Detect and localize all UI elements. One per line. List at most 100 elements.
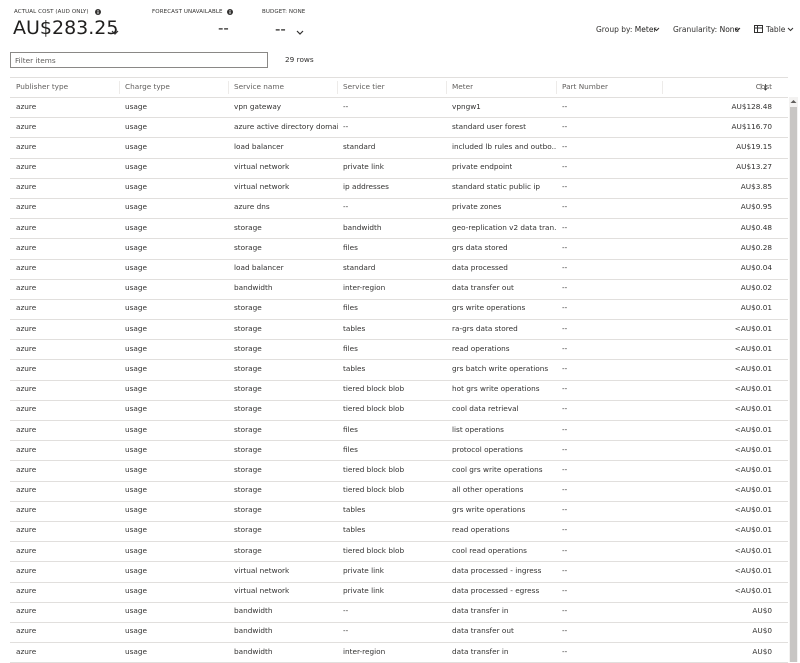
table-cell: private link	[343, 586, 385, 596]
chevron[interactable]	[296, 30, 304, 35]
column-header[interactable]: Publisher type	[16, 82, 69, 91]
table-cell: usage	[125, 101, 148, 111]
chevron[interactable]	[111, 30, 119, 35]
table-cell: azure	[16, 646, 37, 656]
table-cell: tables	[343, 505, 366, 515]
table-cell: storage	[234, 485, 262, 495]
table-cell: data processed - egress	[452, 586, 540, 596]
filter-placeholder: Filter items	[15, 56, 56, 65]
table-cell: AU$0.95	[740, 202, 772, 212]
column-header[interactable]: Service tier	[343, 82, 385, 91]
table-cell: --	[562, 121, 568, 131]
table-cell: <AU$0.01	[734, 384, 772, 394]
scroll-up-arrow[interactable]	[790, 99, 797, 104]
chevron[interactable]	[734, 27, 741, 32]
row-border	[10, 359, 788, 360]
table-cell: AU$116.70	[731, 121, 772, 131]
view-dropdown[interactable]: Table	[766, 25, 786, 34]
table-cell: azure	[16, 363, 37, 373]
table-cell: --	[562, 404, 568, 414]
column-header[interactable]: Cost	[755, 82, 772, 91]
column-header[interactable]: Part Number	[562, 82, 609, 91]
table-cell: AU$0	[752, 626, 772, 636]
row-border	[10, 279, 788, 280]
granularity-dropdown[interactable]: Granularity: None	[673, 25, 739, 34]
table-cell: --	[562, 242, 568, 252]
table-cell: usage	[125, 545, 148, 555]
table-cell: --	[343, 121, 349, 131]
column-separator	[228, 81, 229, 94]
table-cell: azure	[16, 343, 37, 353]
table-cell: --	[562, 545, 568, 555]
column-separator	[662, 81, 663, 94]
table-cell: bandwidth	[234, 646, 273, 656]
table-cell: azure	[16, 505, 37, 515]
row-border	[10, 319, 788, 320]
table-cell: azure	[16, 464, 37, 474]
row-border	[10, 158, 788, 159]
table-cell: azure	[16, 586, 37, 596]
row-border	[10, 400, 788, 401]
budget-value[interactable]: --	[275, 20, 286, 38]
table-cell: usage	[125, 283, 148, 293]
table-cell: --	[562, 565, 568, 575]
row-border	[10, 178, 788, 179]
table-cell: usage	[125, 464, 148, 474]
column-header[interactable]: Meter	[452, 82, 474, 91]
table-cell: usage	[125, 242, 148, 252]
column-header[interactable]: Service name	[234, 82, 284, 91]
table-cell: files	[343, 242, 358, 252]
table-cell: AU$19.15	[736, 141, 772, 151]
table-cell: --	[562, 162, 568, 172]
table-cell: --	[343, 606, 349, 616]
actual-cost-value[interactable]: AU$283.25	[13, 17, 119, 39]
table-cell: storage	[234, 384, 262, 394]
column-separator	[556, 81, 557, 94]
table-cell: tiered block blob	[343, 545, 405, 555]
row-border	[10, 642, 788, 643]
table-cell: --	[562, 606, 568, 616]
table-cell: usage	[125, 646, 148, 656]
table-cell: geo-replication v2 data tran...	[452, 222, 556, 232]
row-border	[10, 198, 788, 199]
table-cell: --	[562, 646, 568, 656]
table-cell: usage	[125, 384, 148, 394]
table-cell: usage	[125, 626, 148, 636]
row-border	[10, 440, 788, 441]
row-border	[10, 582, 788, 583]
info-icon[interactable]	[227, 9, 233, 15]
filter-input[interactable]: Filter items	[10, 52, 268, 68]
table-cell: --	[562, 303, 568, 313]
chevron[interactable]	[653, 27, 660, 32]
table-cell: AU$0	[752, 606, 772, 616]
table-cell: inter-region	[343, 283, 386, 293]
table-cell: usage	[125, 121, 148, 131]
table-cell: tiered block blob	[343, 404, 405, 414]
table-cell: private link	[343, 565, 385, 575]
group-by-dropdown[interactable]: Group by: Meter	[596, 25, 657, 34]
table-cell: <AU$0.01	[734, 323, 772, 333]
chevron[interactable]	[787, 27, 794, 32]
table-cell: <AU$0.01	[734, 363, 772, 373]
table-cell: azure	[16, 141, 37, 151]
table-cell: ra-grs data stored	[452, 323, 518, 333]
sort-icon[interactable]	[759, 83, 768, 91]
table-cell: <AU$0.01	[734, 444, 772, 454]
column-header[interactable]: Charge type	[125, 82, 170, 91]
info-icon[interactable]	[95, 9, 101, 15]
table-cell: usage	[125, 424, 148, 434]
table-cell: usage	[125, 606, 148, 616]
table-cell: usage	[125, 525, 148, 535]
table-cell: azure	[16, 202, 37, 212]
table-cell: --	[562, 424, 568, 434]
table-cell: azure	[16, 121, 37, 131]
table-cell: grs data stored	[452, 242, 508, 252]
table-cell: <AU$0.01	[734, 424, 772, 434]
table-cell: usage	[125, 263, 148, 273]
scrollbar-thumb[interactable]	[790, 107, 797, 662]
header-border	[10, 97, 788, 98]
table-cell: storage	[234, 363, 262, 373]
row-border	[10, 420, 788, 421]
table-cell: cool read operations	[452, 545, 527, 555]
table-cell: usage	[125, 343, 148, 353]
